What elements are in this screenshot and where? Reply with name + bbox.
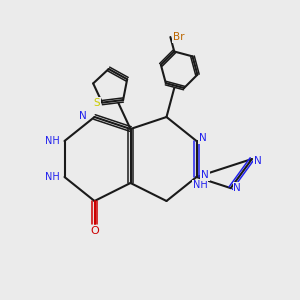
Text: NH: NH [193,180,208,190]
Text: NH: NH [45,136,60,146]
Text: N: N [201,170,209,181]
Text: O: O [90,226,99,236]
Text: N: N [233,183,241,193]
Text: S: S [93,98,100,108]
Text: N: N [199,133,206,143]
Text: N: N [79,110,87,121]
Text: N: N [254,155,262,166]
Text: Br: Br [173,32,184,42]
Text: NH: NH [45,172,60,182]
